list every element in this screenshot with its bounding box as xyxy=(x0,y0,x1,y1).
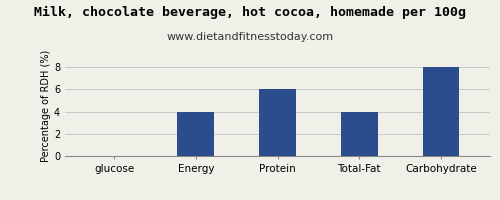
Bar xyxy=(259,89,296,156)
Bar xyxy=(422,67,460,156)
Bar xyxy=(178,112,214,156)
Y-axis label: Percentage of RDH (%): Percentage of RDH (%) xyxy=(41,50,51,162)
Text: www.dietandfitnesstoday.com: www.dietandfitnesstoday.com xyxy=(166,32,334,42)
Text: Milk, chocolate beverage, hot cocoa, homemade per 100g: Milk, chocolate beverage, hot cocoa, hom… xyxy=(34,6,466,19)
Bar xyxy=(341,112,378,156)
